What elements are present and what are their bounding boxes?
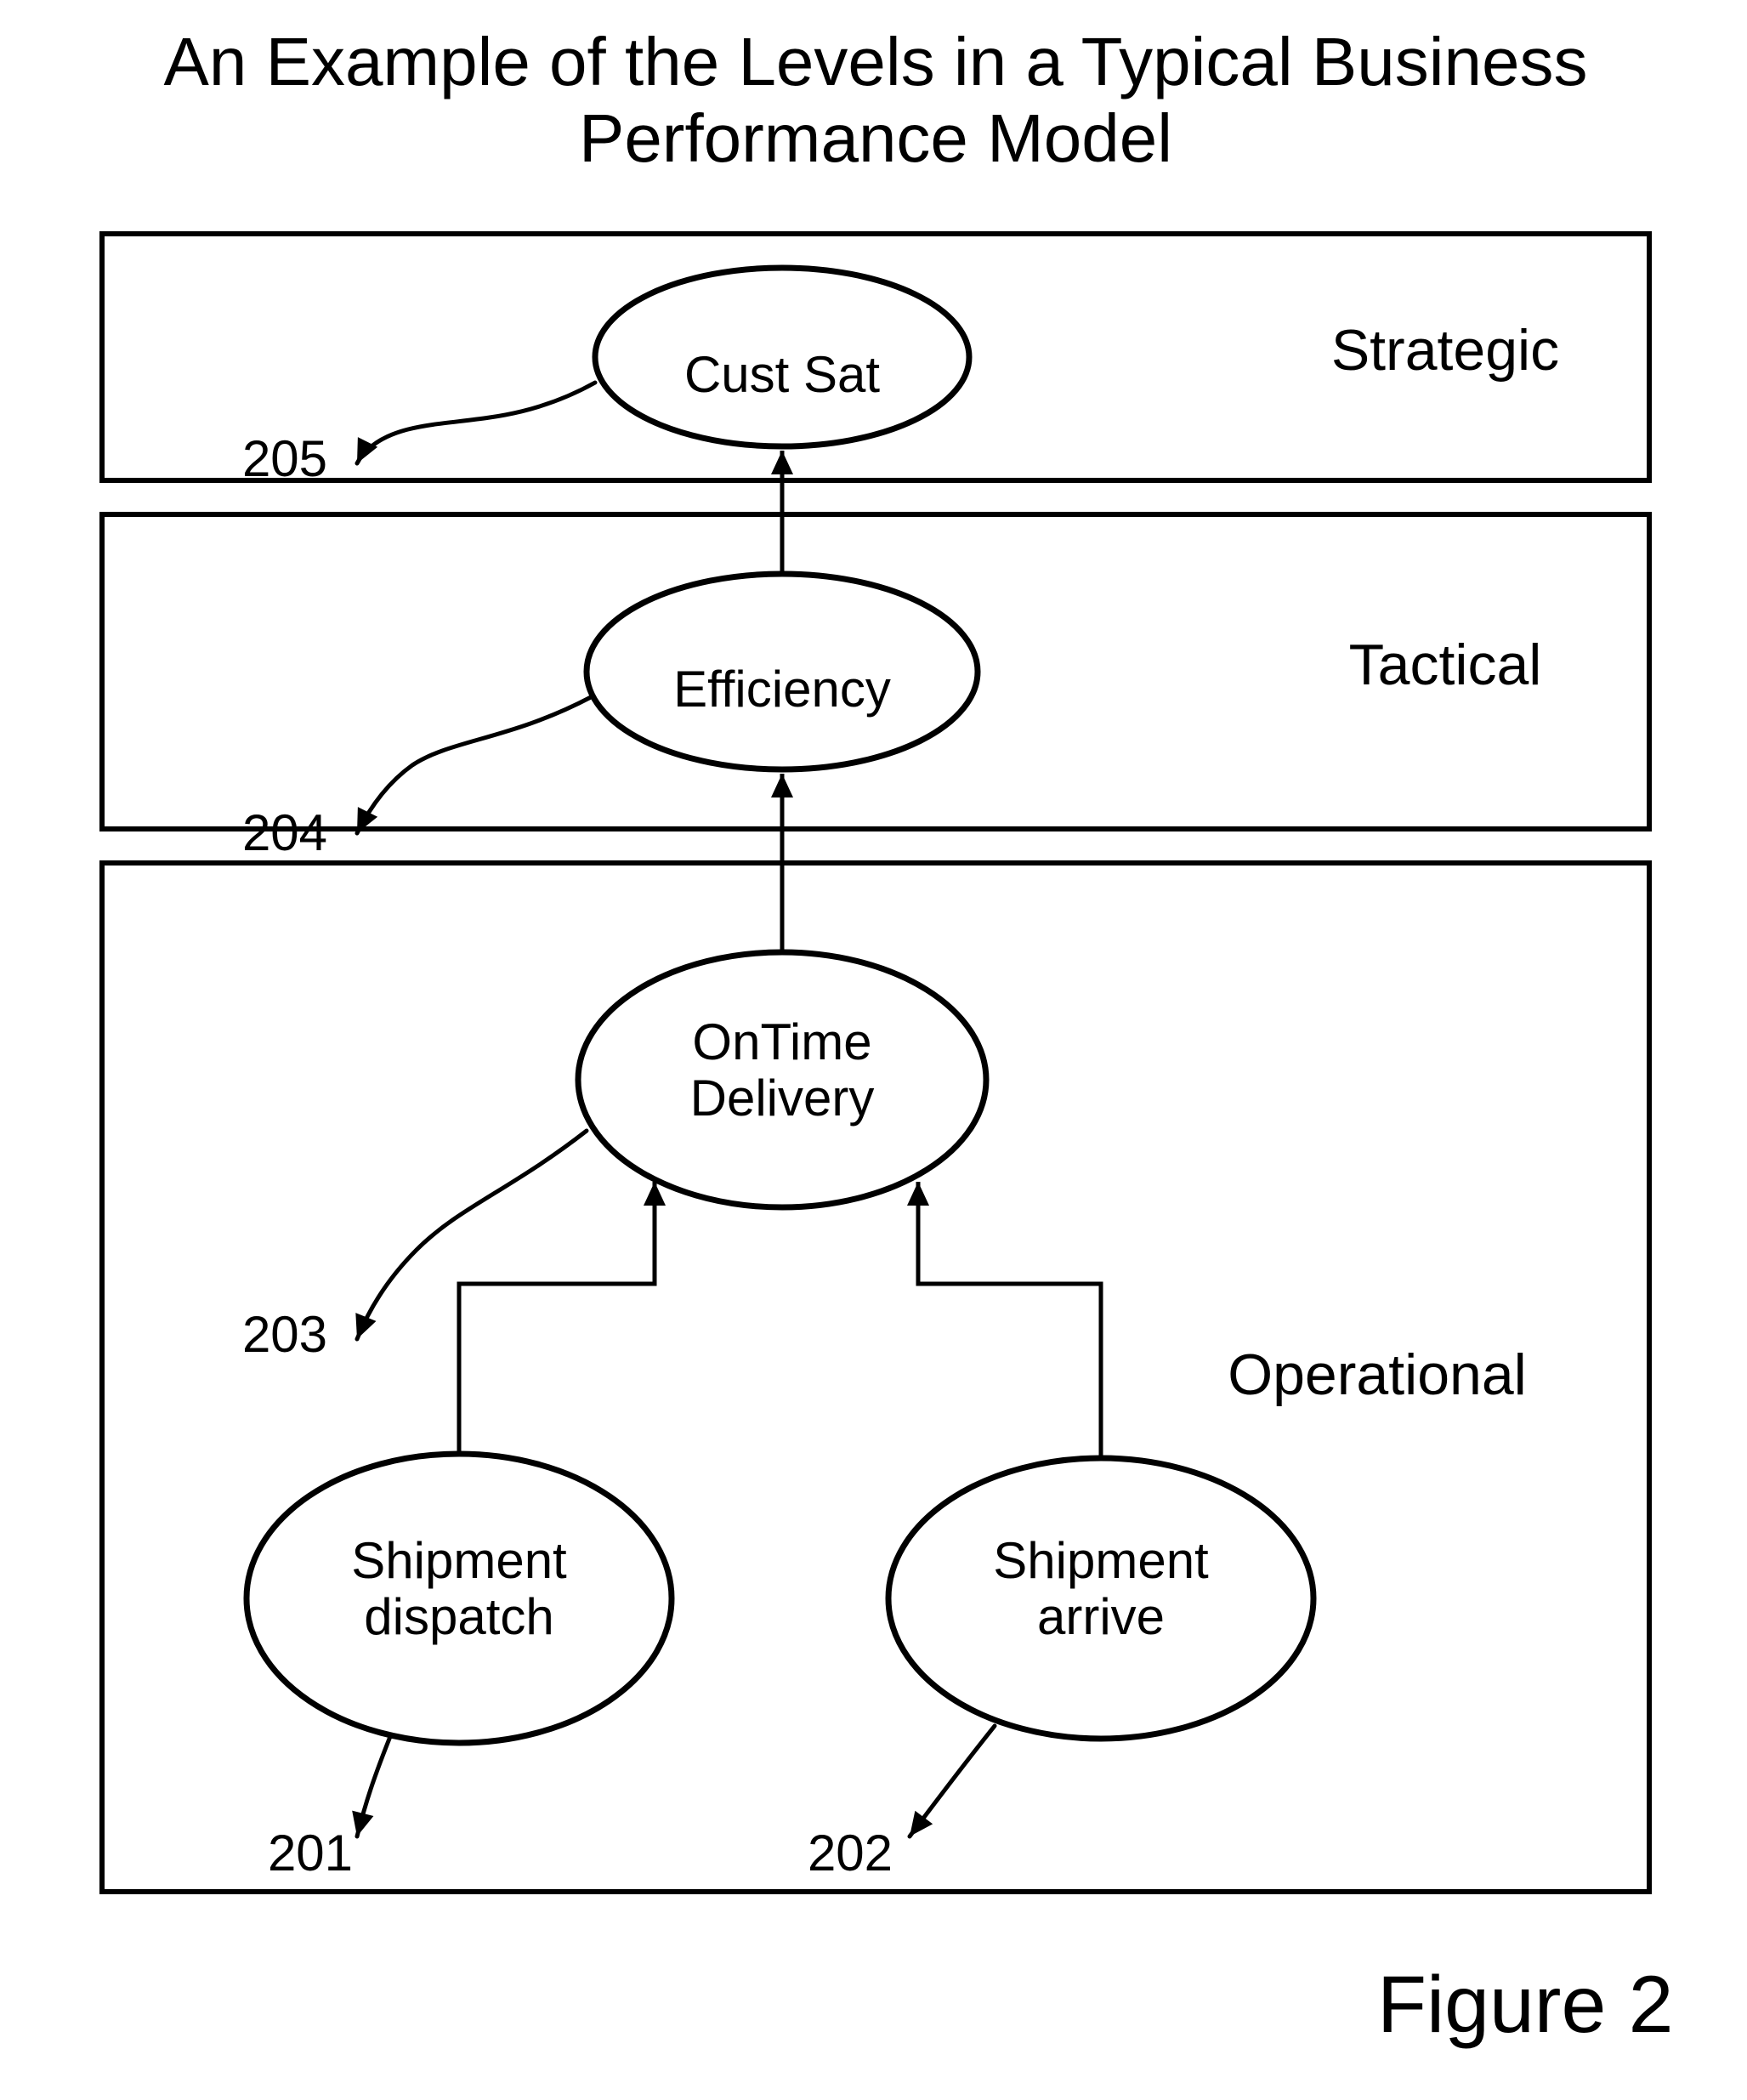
box-label-tactical: Tactical — [1349, 633, 1542, 697]
node-label-efficiency-0: Efficiency — [673, 661, 891, 718]
node-label-dispatch-0: Shipment — [351, 1532, 567, 1589]
page-title-line2: Performance Model — [579, 100, 1172, 176]
node-label-cust_sat-0: Cust Sat — [684, 346, 880, 403]
ref-205: 205 — [242, 383, 595, 487]
ref-label-201: 201 — [268, 1825, 353, 1881]
node-ontime: OnTimeDelivery — [578, 952, 986, 1207]
node-label-ontime-0: OnTime — [692, 1013, 871, 1070]
arrow-dispatch-to-ontime — [459, 1182, 666, 1454]
ref-label-202: 202 — [808, 1825, 893, 1881]
ref-204: 204 — [242, 697, 591, 861]
arrow-arrive-to-ontime — [907, 1182, 1101, 1458]
node-arrive: Shipmentarrive — [888, 1458, 1313, 1739]
box-label-operational: Operational — [1228, 1342, 1527, 1407]
box-label-strategic: Strategic — [1331, 318, 1559, 383]
node-label-ontime-1: Delivery — [690, 1070, 875, 1127]
node-label-arrive-1: arrive — [1037, 1588, 1165, 1645]
page-title-line1: An Example of the Levels in a Typical Bu… — [164, 24, 1588, 99]
node-efficiency: Efficiency — [587, 574, 978, 769]
figure-label: Figure 2 — [1377, 1960, 1674, 2050]
ref-label-203: 203 — [242, 1306, 327, 1363]
ref-202: 202 — [808, 1726, 995, 1881]
ref-201: 201 — [268, 1734, 391, 1881]
node-label-arrive-0: Shipment — [993, 1532, 1209, 1589]
ref-label-205: 205 — [242, 430, 327, 487]
node-cust_sat: Cust Sat — [595, 268, 969, 446]
node-label-dispatch-1: dispatch — [364, 1588, 553, 1645]
ref-label-204: 204 — [242, 804, 327, 861]
ref-203: 203 — [242, 1131, 587, 1363]
node-dispatch: Shipmentdispatch — [247, 1454, 672, 1743]
